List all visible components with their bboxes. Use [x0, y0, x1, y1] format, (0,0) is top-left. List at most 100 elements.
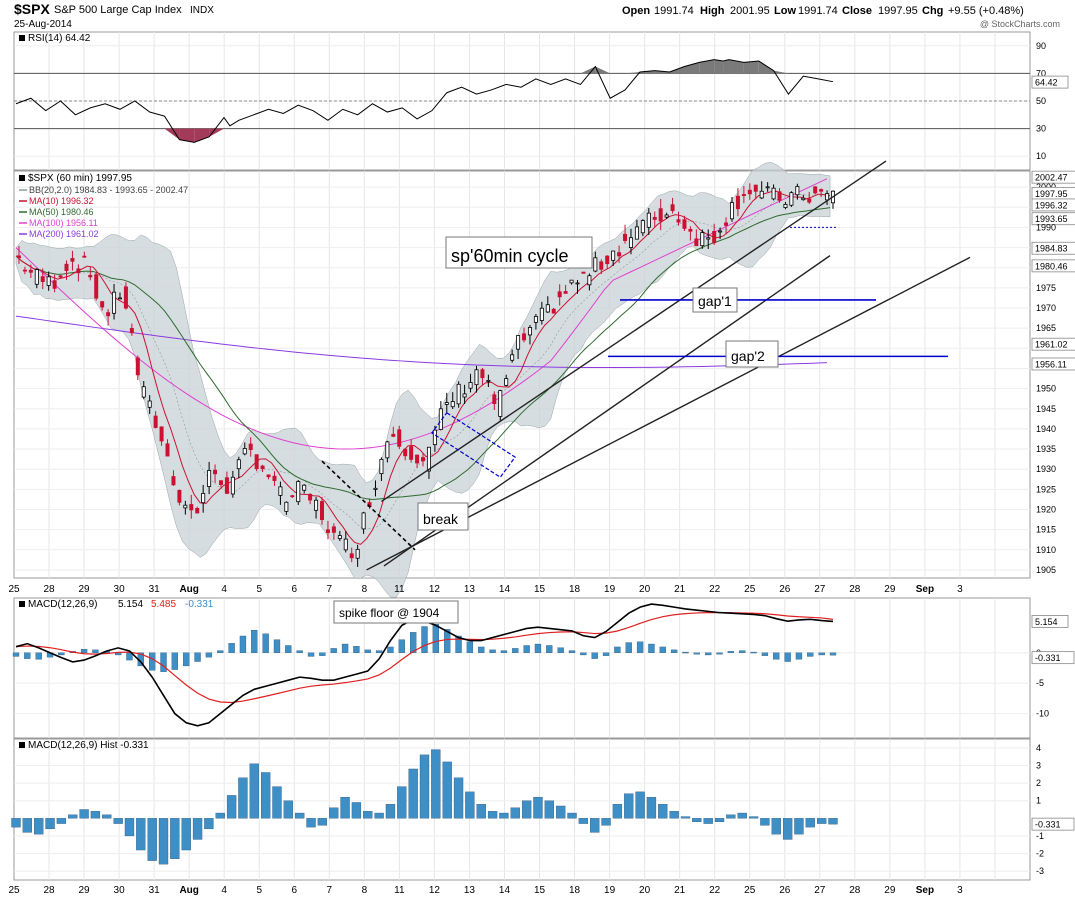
hist-bar: [374, 812, 384, 819]
x-tick-label-price: 27: [814, 584, 826, 595]
macd-hist-bar: [705, 652, 712, 656]
candle-up: [664, 214, 669, 218]
macd-hist-bar: [512, 648, 519, 653]
hist-bar: [578, 818, 589, 824]
hist-last-value-box: -0.331: [1031, 817, 1075, 831]
hist-bar: [351, 802, 362, 819]
macd-hist-bar: [523, 645, 530, 653]
x-tick-label-bottom: 14: [499, 885, 511, 896]
x-tick-label-bottom: 27: [814, 885, 826, 896]
hist-bar: [147, 818, 157, 861]
candle-down: [218, 480, 223, 485]
candle-up: [486, 380, 491, 382]
rsi-tick-label: 90: [1036, 41, 1046, 51]
rsi-tick-label: 50: [1036, 96, 1046, 106]
macd-last-value: 5.154: [1035, 617, 1058, 627]
hist-bar: [590, 818, 600, 833]
candle-down: [88, 274, 93, 278]
hist-bar: [79, 809, 89, 819]
hist-bar: [669, 811, 679, 819]
x-tick-label-bottom: Sep: [916, 885, 934, 896]
hist-bar: [805, 818, 815, 828]
quote-close: 1997.95: [878, 5, 918, 17]
candle-down: [735, 195, 740, 210]
candle-down: [58, 275, 63, 278]
macd-hist-bar: [829, 652, 837, 656]
price-value-label-box: 1993.65: [1031, 212, 1075, 226]
hist-tick-label: -1: [1036, 831, 1044, 841]
candle-down: [224, 477, 229, 494]
macd-last-value-frame: [1031, 615, 1069, 628]
annotation-break-box: break: [417, 502, 469, 531]
quote-chg: +9.55 (+0.48%): [948, 5, 1024, 17]
hist-bar: [794, 818, 804, 835]
macd-hist-bar: [319, 652, 326, 656]
price-tick-label: 1950: [1036, 384, 1056, 394]
rsi-tick-label: 10: [1036, 151, 1046, 161]
x-tick-label-bottom: 18: [569, 885, 581, 896]
x-tick-label-bottom: 13: [464, 885, 476, 896]
x-tick-label-bottom: 31: [149, 885, 161, 896]
macd-hist-bar: [455, 635, 462, 653]
hist-bar: [465, 791, 475, 819]
hist-bar: [295, 812, 305, 819]
rsi-overbought-fill: [714, 59, 724, 74]
x-tick-label-bottom: 4: [221, 885, 227, 896]
price-tick-label: 1940: [1036, 424, 1056, 434]
x-tick-label-bottom: 3: [957, 885, 963, 896]
candle-down: [688, 228, 693, 232]
candle-down: [135, 357, 140, 376]
chart-exchange: INDX: [190, 5, 214, 16]
x-tick-label-price: 29: [79, 584, 91, 595]
annotation-gap2-box: gap'2: [725, 340, 779, 368]
hist-bar: [34, 818, 44, 835]
macd-hist-bar: [557, 647, 564, 653]
hist-bar: [124, 818, 135, 837]
macd-hist-bar: [727, 651, 735, 653]
candle-down: [325, 529, 330, 533]
macd-hist-bar: [591, 652, 598, 659]
candle-up: [468, 382, 473, 389]
candle-up: [545, 304, 550, 313]
candle-down: [551, 308, 556, 314]
price-tick-label: 1990: [1036, 222, 1056, 232]
macd-hist-bar: [784, 652, 791, 662]
price-value-label-box: 1956.11: [1031, 357, 1075, 371]
candle-down: [557, 291, 562, 298]
macd-legend-hist: -0.331: [185, 599, 214, 610]
price-value-label-box: 1997.95: [1031, 186, 1075, 200]
hist-bar: [817, 818, 827, 824]
candle-down: [129, 328, 134, 334]
chart-symbol: $SPX: [14, 1, 50, 17]
rsi-overbought-fill: [699, 59, 715, 74]
macd-hist-bar: [262, 633, 269, 653]
macd-frame: [13, 597, 1031, 739]
macd-hist-bar: [648, 643, 655, 653]
macd-hist-bar: [296, 650, 303, 653]
price-value-label: 1980.46: [1035, 261, 1068, 271]
price-tick-label: 1945: [1036, 404, 1056, 414]
hist-bar: [204, 818, 214, 830]
quote-close-label: Close: [842, 5, 872, 17]
x-tick-label-bottom: 12: [429, 885, 441, 896]
macd-hist-bar: [228, 643, 235, 653]
candle-down: [652, 216, 657, 220]
rsi-oversold-fill: [209, 128, 224, 137]
candle-up: [361, 512, 366, 530]
price-tick-label: 1920: [1036, 504, 1056, 514]
hist-bar: [431, 749, 441, 819]
hist-bar: [499, 812, 509, 819]
hist-tick-label: -2: [1036, 849, 1044, 859]
candle-up: [539, 307, 544, 321]
candle-up: [569, 279, 574, 284]
x-tick-label-bottom: 25: [8, 885, 20, 896]
macd-hist-last-value: -0.331: [1035, 653, 1061, 663]
hist-bar: [363, 811, 373, 819]
macd-hist-bar: [410, 632, 417, 653]
x-tick-label-price: 25: [8, 584, 20, 595]
candle-up: [183, 504, 188, 509]
x-tick-label-price: 15: [534, 584, 546, 595]
x-tick-label-price: 7: [327, 584, 333, 595]
candle-up: [314, 499, 319, 511]
